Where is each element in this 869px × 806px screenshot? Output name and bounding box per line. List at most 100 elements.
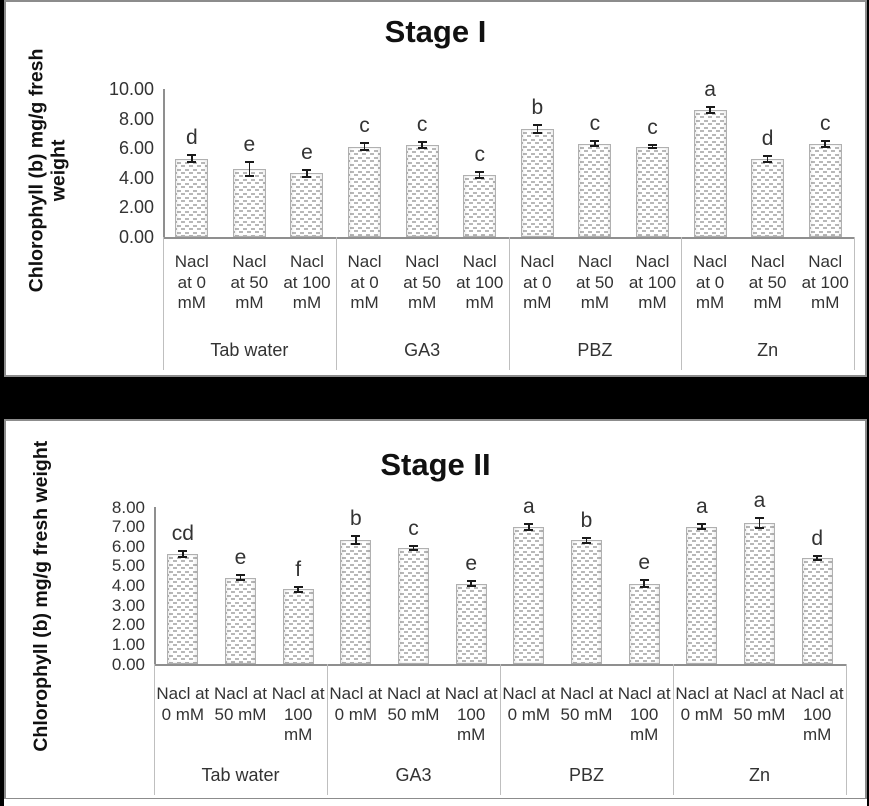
x-tick-label-line: mM xyxy=(629,725,659,745)
x-tick-label-line: Nacl xyxy=(693,252,728,271)
stage-i-chart: Stage I Chlorophyll (b) mg/g fresh weight… xyxy=(6,2,865,375)
x-tick-label-line: Nacl xyxy=(520,252,555,271)
group-label: PBZ xyxy=(577,340,613,360)
stage-i-chart-panel: Stage I Chlorophyll (b) mg/g fresh weight… xyxy=(4,0,867,377)
significance-letter: d xyxy=(761,126,774,150)
error-bar-cap xyxy=(647,147,657,150)
x-tick-label: Nacl at 0 mM xyxy=(154,684,212,725)
error-bar-cap xyxy=(360,149,370,152)
error-bar xyxy=(536,125,539,133)
y-tick-label: 8.00 xyxy=(118,108,154,129)
x-tick-label: Nacl at 50 mM xyxy=(393,252,451,314)
x-tick-label: Nacl at 100 mM xyxy=(788,684,846,746)
x-tick-label-line: Nacl at xyxy=(733,684,786,703)
x-tick-label-line: Nacl xyxy=(750,252,785,271)
error-bar-cap xyxy=(590,140,600,143)
x-tick-label-line: mM xyxy=(465,293,494,313)
significance-letter: cd xyxy=(171,522,194,546)
group-label: GA3 xyxy=(395,765,432,785)
x-tick-label-line: at 0 xyxy=(695,272,725,292)
bar xyxy=(808,143,842,237)
x-tick-label-line: mM xyxy=(456,725,486,745)
significance-letter: c xyxy=(819,111,831,135)
x-tick-label-line: Nacl xyxy=(635,252,670,271)
significance-letter: c xyxy=(647,115,658,139)
significance-letter: e xyxy=(638,550,650,574)
significance-letter: c xyxy=(589,112,601,136)
y-tick-label: 5.00 xyxy=(111,556,145,576)
bar xyxy=(751,158,785,237)
x-tick-label-line: at 50 xyxy=(575,272,614,292)
error-bar-cap xyxy=(647,143,657,146)
x-tick-label-line: mM xyxy=(753,293,782,313)
y-tick-label: 8.00 xyxy=(111,497,145,517)
significance-letter: d xyxy=(811,526,823,550)
error-bar-cap xyxy=(351,543,361,546)
bar xyxy=(232,168,266,237)
chart-title: Stage II xyxy=(380,447,491,482)
x-tick-label: Nacl at 0 mM xyxy=(500,684,558,725)
x-tick-label-line: mM xyxy=(802,725,832,745)
x-tick-label-line: mM xyxy=(695,293,725,313)
bar xyxy=(225,577,256,664)
x-tick-label: Nacl at 50 mM xyxy=(212,684,270,725)
bar xyxy=(520,128,554,237)
x-tick-label: Nacl at 0 mM xyxy=(681,252,739,314)
x-tick-label-line: at 100 xyxy=(283,272,331,292)
y-tick-label: 4.00 xyxy=(111,576,145,595)
significance-letter: c xyxy=(359,114,370,138)
x-tick-label-line: at 0 xyxy=(350,272,379,292)
x-tick-label: Nacl at 100 mM xyxy=(442,684,500,746)
x-tick-label: Nacl at 100 mM xyxy=(796,252,854,314)
error-bar xyxy=(643,579,645,588)
x-tick-label-line: Nacl at xyxy=(617,684,671,703)
x-tick-label-line: Nacl xyxy=(577,252,612,271)
group-label: Tab water xyxy=(210,340,289,360)
error-bar xyxy=(594,141,596,147)
significance-letter: a xyxy=(753,488,766,512)
significance-letter: c xyxy=(416,113,428,137)
x-tick-label: Nacl at 0 mM xyxy=(327,684,385,725)
significance-letter: e xyxy=(465,551,477,575)
error-bar xyxy=(470,580,472,587)
x-tick-label: Nacl at 50 mM xyxy=(221,252,279,314)
group-separator-line xyxy=(673,664,674,795)
error-bar-cap xyxy=(409,545,418,548)
x-tick-label-line: Nacl xyxy=(347,252,382,271)
error-bar xyxy=(651,144,654,149)
bar xyxy=(405,145,439,237)
y-tick-label: 0.00 xyxy=(111,654,145,674)
x-tick-label-line: Nacl xyxy=(405,252,440,271)
bar xyxy=(455,583,487,664)
error-bar-cap xyxy=(524,522,534,525)
error-bar xyxy=(191,154,193,163)
bar xyxy=(628,583,660,664)
bar xyxy=(635,146,669,237)
error-bar-cap xyxy=(763,160,773,163)
error-bar-cap xyxy=(178,550,188,553)
stage-ii-chart-panel: Stage II Chlorophyll (b) mg/g fresh weig… xyxy=(4,419,867,800)
bar xyxy=(463,174,497,237)
error-bar-cap xyxy=(705,105,715,108)
y-tick-label: 4.00 xyxy=(118,167,154,188)
error-bar-cap xyxy=(524,528,534,531)
error-bar xyxy=(701,524,703,529)
significance-letter: c xyxy=(474,143,485,167)
bar xyxy=(744,522,775,664)
error-bar-cap xyxy=(590,145,600,148)
x-tick-label-line: mM xyxy=(407,293,437,313)
group-separator-line xyxy=(846,664,847,795)
error-bar-cap xyxy=(187,153,197,156)
error-bar xyxy=(758,517,761,528)
group-label: GA3 xyxy=(404,340,441,360)
error-bar-cap xyxy=(178,556,188,559)
error-bar-cap xyxy=(639,586,649,589)
x-tick-label: Nacl at 50 mM xyxy=(731,684,789,725)
error-bar xyxy=(478,172,481,178)
x-tick-label-line: Nacl at xyxy=(444,684,498,703)
y-tick-label: 6.00 xyxy=(111,536,145,556)
significance-letter: d xyxy=(185,125,198,149)
x-tick-label-line: 100 xyxy=(629,704,659,724)
significance-letter: f xyxy=(295,558,302,582)
error-bar xyxy=(528,523,530,530)
